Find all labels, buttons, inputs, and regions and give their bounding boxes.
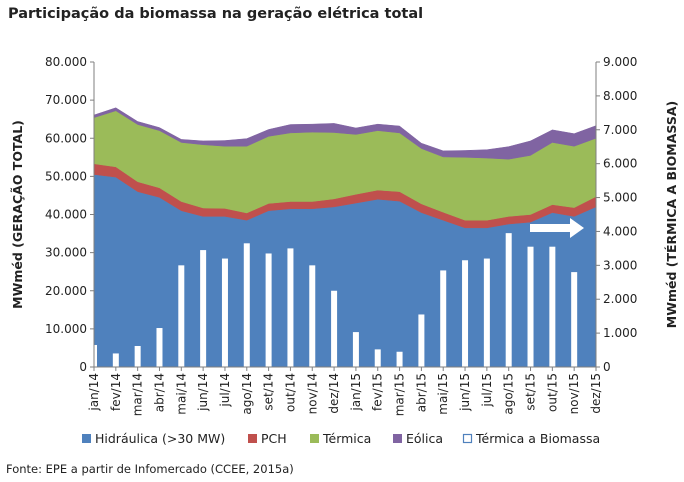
x-tick-label: mai/15 <box>436 373 450 415</box>
y-right-tick-label: 5.000 <box>603 191 637 205</box>
x-tick-label: jun/14 <box>196 373 210 412</box>
bar-biomassa <box>134 345 141 367</box>
x-tick-label: mar/14 <box>131 373 145 416</box>
x-tick-label: dez/14 <box>327 373 341 414</box>
x-tick-label: jul/15 <box>480 373 494 408</box>
y-right-tick-label: 8.000 <box>603 89 637 103</box>
bar-biomassa <box>483 258 490 367</box>
y-right-tick-label: 1.000 <box>603 326 637 340</box>
legend-label: Térmica a Biomassa <box>475 431 600 446</box>
chart-title: Participação da biomassa na geração elét… <box>8 6 424 22</box>
y-right-axis-label: MWméd (TÉRMICA A BIOMASSA) <box>664 101 679 329</box>
legend-label: Térmica <box>322 431 371 446</box>
bar-biomassa <box>527 246 534 367</box>
x-tick-label: out/14 <box>283 373 297 412</box>
y-left-tick-label: 60.000 <box>45 131 87 145</box>
y-left-tick-label: 70.000 <box>45 93 87 107</box>
bar-biomassa <box>505 233 512 367</box>
bar-biomassa <box>156 328 163 367</box>
bar-biomassa <box>374 349 381 367</box>
x-tick-label: abr/14 <box>152 373 166 412</box>
legend-label: Eólica <box>406 431 443 446</box>
y-left-tick-label: 10.000 <box>45 322 87 336</box>
x-tick-label: ago/14 <box>240 373 254 415</box>
x-tick-label: jan/15 <box>349 373 363 412</box>
y-right-tick-label: 0 <box>603 360 611 374</box>
y-left-tick-label: 20.000 <box>45 284 87 298</box>
bar-biomassa <box>178 265 185 367</box>
axes: 0 10.000 20.000 30.000 40.000 50.000 60.000 70.… <box>10 55 679 374</box>
bar-biomassa <box>309 265 316 367</box>
x-tick-label: nov/14 <box>305 373 319 414</box>
bar-biomassa <box>571 272 578 367</box>
arrow-shape <box>530 218 584 238</box>
source-note: Fonte: EPE a partir de Infomercado (CCEE… <box>6 462 294 476</box>
x-tick-label: jan/14 <box>87 373 101 412</box>
legend-swatch <box>462 433 473 444</box>
y-right-tick-label: 4.000 <box>603 224 637 238</box>
x-tick-label: set/15 <box>524 373 538 411</box>
x-tick-label: fev/15 <box>371 373 385 411</box>
x-tick-label: nov/15 <box>567 373 581 414</box>
x-tick-label: fev/14 <box>109 373 123 411</box>
bar-biomassa <box>418 314 425 367</box>
x-tick-label: dez/15 <box>589 373 603 414</box>
y-left-tick-label: 40.000 <box>45 208 87 222</box>
bar-biomassa <box>549 246 556 367</box>
right-axis-arrow-icon <box>530 218 584 238</box>
y-right-tick-label: 7.000 <box>603 123 637 137</box>
legend-swatch <box>82 434 91 443</box>
bar-biomassa <box>462 260 469 367</box>
bar-biomassa <box>440 270 447 367</box>
legend-swatch <box>393 434 402 443</box>
x-tick-label: jun/15 <box>458 373 472 412</box>
y-left-axis-label: MWméd (GERAÇÃO TOTAL) <box>10 120 25 309</box>
legend-swatch <box>310 434 319 443</box>
stacked-areas <box>93 107 597 368</box>
y-left-tick-label: 50.000 <box>45 169 87 183</box>
y-right-tick-label: 3.000 <box>603 258 637 272</box>
legend-label: PCH <box>261 431 287 446</box>
bar-biomassa <box>331 290 338 367</box>
x-tick-label: mar/15 <box>393 373 407 416</box>
y-left-tick-label: 80.000 <box>45 55 87 69</box>
y-right-tick-label: 2.000 <box>603 292 637 306</box>
bar-biomassa <box>352 332 359 367</box>
legend-label: Hidráulica (>30 MW) <box>95 431 225 446</box>
x-tick-label: abr/15 <box>414 373 428 412</box>
bar-biomassa <box>287 248 294 367</box>
bar-biomassa <box>112 353 119 367</box>
y-right-tick-label: 9.000 <box>603 55 637 69</box>
legend: Hidráulica (>30 MW) PCH Térmica Eólica Térmi… <box>82 431 600 446</box>
biomassa-bars <box>91 233 578 367</box>
x-tick-label: mai/14 <box>174 373 188 415</box>
bar-biomassa <box>200 250 207 367</box>
bar-biomassa <box>396 351 403 367</box>
bar-biomassa <box>265 253 272 367</box>
x-tick-label: set/14 <box>262 373 276 411</box>
x-tick-labels: jan/14 fev/14 mar/14 abr/14 mai/14 jun/14 jul/… <box>87 367 603 416</box>
bar-biomassa <box>221 258 228 367</box>
x-tick-label: ago/15 <box>502 373 516 415</box>
bar-biomassa <box>243 243 250 367</box>
x-tick-label: jul/14 <box>218 373 232 408</box>
y-left-tick-label: 0 <box>79 360 87 374</box>
x-tick-label: out/15 <box>545 373 559 412</box>
legend-swatch <box>248 434 257 443</box>
y-right-tick-label: 6.000 <box>603 157 637 171</box>
y-left-tick-label: 30.000 <box>45 246 87 260</box>
